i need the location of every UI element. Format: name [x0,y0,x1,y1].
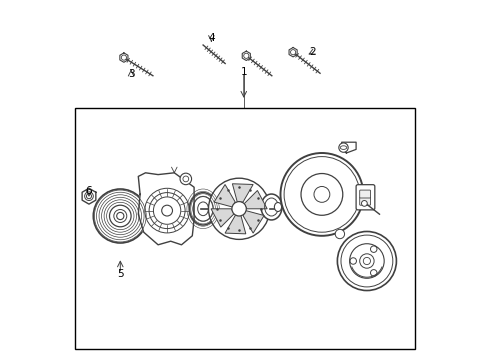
Polygon shape [341,142,355,153]
Circle shape [93,189,147,243]
Polygon shape [243,211,264,233]
Text: 4: 4 [207,33,214,43]
Polygon shape [224,215,245,234]
Circle shape [243,53,248,58]
Circle shape [361,201,366,206]
Circle shape [335,229,344,239]
Circle shape [117,212,123,220]
Polygon shape [138,173,194,245]
Ellipse shape [261,194,282,220]
Polygon shape [232,184,253,203]
Circle shape [290,50,295,55]
Circle shape [231,202,246,216]
Text: 1: 1 [240,67,246,77]
Polygon shape [82,188,96,204]
Circle shape [337,231,396,291]
Circle shape [313,186,329,202]
Circle shape [180,173,191,185]
Ellipse shape [189,193,216,225]
Polygon shape [243,190,266,209]
Circle shape [280,153,363,236]
Text: 2: 2 [309,47,316,57]
Circle shape [359,254,373,268]
Text: 6: 6 [85,186,92,196]
FancyBboxPatch shape [355,185,374,210]
FancyBboxPatch shape [359,190,370,198]
Text: 5: 5 [117,269,123,279]
Polygon shape [214,184,235,207]
Ellipse shape [340,146,346,149]
FancyBboxPatch shape [359,197,370,205]
Circle shape [109,205,131,227]
Ellipse shape [274,202,281,211]
Circle shape [121,55,126,60]
Text: 3: 3 [127,69,134,79]
Polygon shape [211,209,234,227]
Bar [75,108,415,349]
Circle shape [208,178,269,239]
Circle shape [162,205,172,216]
Circle shape [338,143,347,152]
